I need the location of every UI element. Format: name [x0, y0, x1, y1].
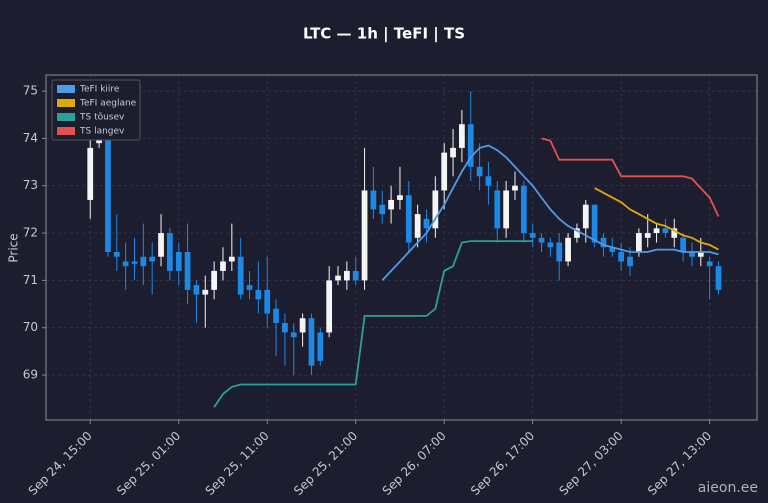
candle-body — [450, 147, 456, 158]
candle-body — [220, 261, 226, 271]
candle-body — [361, 190, 368, 281]
y-axis-label: Price — [7, 233, 21, 262]
candle-body — [574, 228, 580, 238]
candle-body — [671, 228, 678, 238]
candle-body — [715, 266, 722, 290]
candle-body — [547, 242, 554, 248]
candle-body — [388, 199, 394, 210]
candle-body — [414, 214, 421, 238]
y-tick-label: 73 — [23, 178, 38, 192]
indicator-line — [541, 137, 720, 217]
candle-body — [467, 124, 474, 167]
candle-body — [326, 280, 333, 333]
candle-body — [591, 204, 598, 243]
candle-body — [193, 285, 200, 295]
candle-body — [290, 332, 297, 338]
candle-body — [432, 190, 439, 229]
candle-body — [706, 261, 713, 267]
candle-body — [653, 228, 660, 234]
candle-body — [237, 256, 244, 295]
candle-body — [520, 185, 527, 234]
candle-body — [379, 204, 386, 215]
candle-body — [282, 322, 288, 333]
candle-body — [167, 233, 173, 271]
legend-swatch — [57, 113, 75, 121]
indicator-line — [594, 187, 719, 251]
candle-body — [485, 176, 492, 186]
candle-body — [184, 251, 191, 290]
candle-body — [697, 251, 704, 257]
indicator-line — [381, 144, 719, 282]
y-tick-label: 69 — [23, 368, 38, 382]
legend-label: TeFI aeglane — [79, 99, 137, 109]
candle-body — [503, 190, 510, 229]
candle-body — [405, 195, 412, 243]
chart-title: LTC — 1h | TeFI | TS — [303, 25, 465, 44]
candle-body — [609, 247, 616, 252]
candle-body — [689, 251, 695, 257]
candle-body — [335, 275, 341, 281]
candle-body — [228, 256, 235, 262]
legend-label: TeFI kiire — [79, 85, 120, 95]
legend-box — [51, 79, 141, 141]
candle-body — [538, 237, 545, 243]
candle-body — [273, 308, 279, 323]
candle-body — [370, 190, 377, 210]
candle-body — [680, 237, 686, 252]
candle-body — [202, 289, 209, 295]
candle-body — [512, 185, 518, 191]
candle-body — [246, 285, 253, 290]
candle-body — [113, 251, 120, 257]
candle-body — [352, 270, 359, 281]
legend-label: TS langev — [79, 127, 125, 137]
candle-body — [87, 147, 94, 200]
candle-body — [158, 233, 164, 257]
watermark: aieon.ee — [698, 480, 758, 496]
candle-body — [476, 166, 483, 177]
candle-body — [618, 251, 625, 262]
y-tick-label: 70 — [23, 320, 38, 334]
candle-body — [459, 124, 465, 148]
candle-body — [140, 256, 147, 267]
y-tick-label: 71 — [23, 273, 38, 287]
candle-body — [175, 251, 182, 271]
candle-body — [317, 332, 324, 361]
candle-body — [149, 256, 156, 262]
candle-body — [255, 289, 262, 300]
candle-body — [556, 242, 563, 262]
legend-swatch — [57, 99, 75, 107]
y-tick-label: 72 — [23, 226, 38, 240]
candle-body — [211, 270, 218, 290]
candle-body — [343, 270, 350, 281]
candle-body — [565, 237, 571, 262]
candle-body — [644, 233, 651, 238]
candle-body — [494, 190, 501, 229]
candle-body — [627, 256, 633, 267]
legend-swatch — [57, 127, 75, 135]
candle-body — [635, 233, 642, 252]
candle-body — [423, 218, 430, 229]
indicator-line — [213, 240, 533, 408]
plot-frame — [45, 74, 758, 421]
candle-body — [264, 289, 271, 314]
candle-body — [662, 228, 669, 234]
y-tick-label: 74 — [23, 131, 38, 145]
candle-body — [397, 195, 403, 200]
candle-body — [441, 152, 448, 191]
legend-swatch — [57, 85, 75, 93]
candle-body — [105, 138, 111, 252]
legend-label: TS tõusev — [79, 113, 125, 123]
candle-body — [582, 204, 589, 229]
candle-body — [131, 261, 138, 264]
candle-body — [96, 138, 102, 144]
candle-body — [529, 233, 536, 238]
y-tick-label: 75 — [23, 84, 38, 98]
candle-body — [299, 318, 306, 333]
candle-body — [308, 318, 315, 366]
candle-body — [122, 261, 129, 267]
candle-body — [600, 237, 607, 248]
